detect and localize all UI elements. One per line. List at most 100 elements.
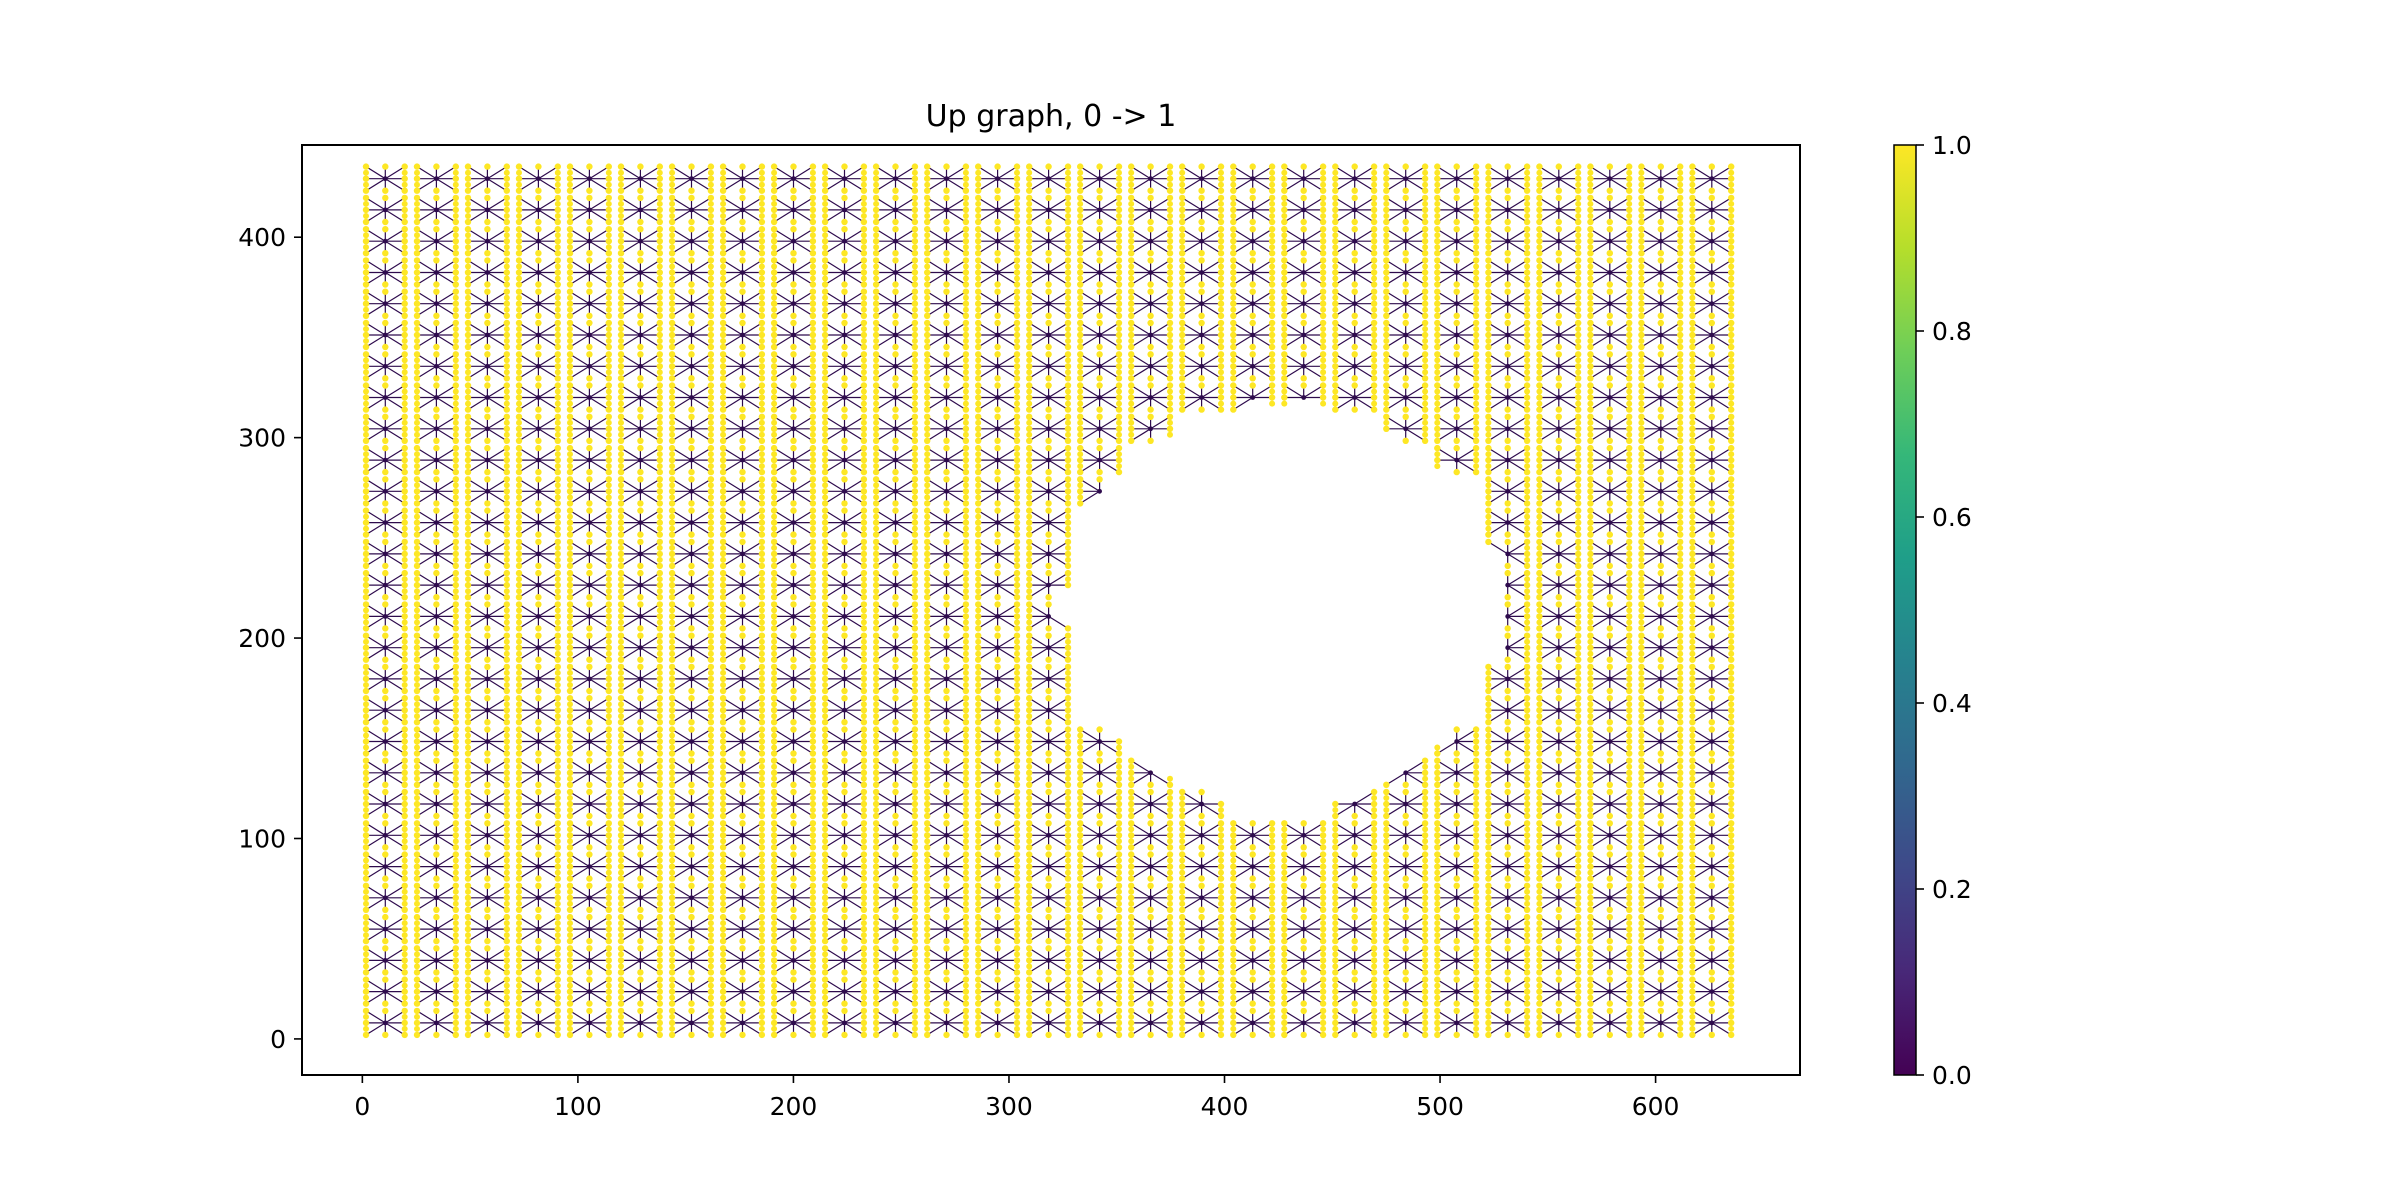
graph-edge <box>1385 365 1407 379</box>
graph-edge <box>569 584 590 598</box>
graph-edge <box>538 866 559 880</box>
graph-edge <box>467 334 488 348</box>
graph-edge <box>384 428 406 442</box>
graph-edge <box>1507 647 1528 661</box>
graph-edge <box>1303 991 1324 1005</box>
graph-edge <box>384 553 406 567</box>
graph-edge <box>1558 1022 1579 1036</box>
graph-edge <box>1028 541 1049 555</box>
graph-edge <box>1456 396 1477 411</box>
graph-edge <box>640 803 661 817</box>
graph-edge <box>1436 991 1458 1005</box>
graph-edge <box>538 271 559 286</box>
graph-edge <box>1558 791 1579 805</box>
graph-edge <box>844 478 865 492</box>
graph-edge <box>365 666 386 680</box>
graph-edge <box>1558 322 1579 336</box>
graph-edge <box>365 303 386 317</box>
graph-edge <box>773 991 794 1005</box>
graph-edge <box>773 553 794 567</box>
graph-edge <box>824 979 845 993</box>
graph-edge <box>538 853 559 868</box>
graph-edge <box>1488 510 1509 524</box>
graph-edge <box>1558 384 1579 399</box>
graph-edge <box>1048 885 1069 899</box>
graph-edge <box>1303 916 1324 930</box>
graph-edge <box>467 353 488 367</box>
graph-edge <box>467 947 488 961</box>
graph-edge <box>926 728 947 743</box>
graph-edge <box>1405 209 1426 223</box>
graph-edge <box>1028 209 1049 223</box>
graph-edge <box>1609 209 1630 223</box>
graph-edge <box>1303 885 1324 899</box>
graph-edge <box>365 678 386 692</box>
graph-edge <box>844 178 865 192</box>
graph-edge <box>384 522 406 536</box>
graph-edge <box>1609 603 1630 617</box>
graph-edge <box>824 791 845 805</box>
graph-edge <box>1488 834 1509 848</box>
graph-edge <box>997 1022 1018 1036</box>
graph-edge <box>691 209 712 223</box>
graph-edge <box>1558 678 1579 692</box>
graph-edge <box>895 772 916 786</box>
graph-edge <box>518 697 539 711</box>
graph-edge <box>1232 365 1254 379</box>
graph-edge <box>467 522 488 536</box>
graph-edge <box>977 353 998 367</box>
graph-edge <box>416 303 437 317</box>
graph-edge <box>365 259 386 274</box>
graph-edge <box>722 428 743 442</box>
graph-edge <box>1130 959 1151 973</box>
graph-edge <box>1283 209 1305 223</box>
graph-edge <box>1201 365 1222 379</box>
graph-edge <box>467 478 488 492</box>
graph-edge <box>1539 384 1560 399</box>
graph-edge <box>722 822 743 836</box>
graph-edge <box>824 490 845 504</box>
graph-edge <box>1507 740 1528 755</box>
graph-edge <box>926 959 947 973</box>
graph-edge <box>977 991 998 1005</box>
graph-edge <box>793 291 814 305</box>
graph-edge <box>467 709 488 723</box>
graph-edge <box>671 322 692 336</box>
graph-edge <box>1201 384 1222 399</box>
graph-edge <box>844 303 865 317</box>
graph-edge <box>844 353 865 367</box>
graph-edge <box>384 209 406 223</box>
graph-edge <box>538 365 559 379</box>
graph-edge <box>384 897 406 911</box>
graph-edge <box>926 166 947 180</box>
graph-edge <box>1488 740 1509 755</box>
graph-edge <box>1385 353 1407 367</box>
graph-edge <box>589 647 610 661</box>
graph-edge <box>773 897 794 911</box>
graph-edge <box>1150 197 1171 211</box>
graph-edge <box>1181 1010 1202 1024</box>
graph-edge <box>824 291 845 305</box>
graph-edge <box>620 209 641 223</box>
graph-edge <box>436 928 457 942</box>
graph-edge <box>722 490 743 504</box>
graph-edge <box>691 303 712 317</box>
graph-edge <box>620 322 641 336</box>
graph-edge <box>824 834 845 848</box>
graph-edge <box>824 572 845 586</box>
graph-edge <box>895 1022 916 1036</box>
graph-edge <box>1048 866 1069 880</box>
graph-edge <box>895 353 916 367</box>
graph-edge <box>773 459 794 473</box>
graph-edge <box>384 478 406 492</box>
graph-edge <box>640 822 661 836</box>
graph-edge <box>1150 353 1171 367</box>
graph-edge <box>1028 666 1049 680</box>
graph-edge <box>1590 240 1611 254</box>
graph-edge <box>384 447 406 461</box>
graph-edge <box>1028 635 1049 649</box>
graph-edge <box>436 697 457 711</box>
graph-edge <box>773 384 794 399</box>
graph-edge <box>671 678 692 692</box>
graph-edge <box>691 834 712 848</box>
